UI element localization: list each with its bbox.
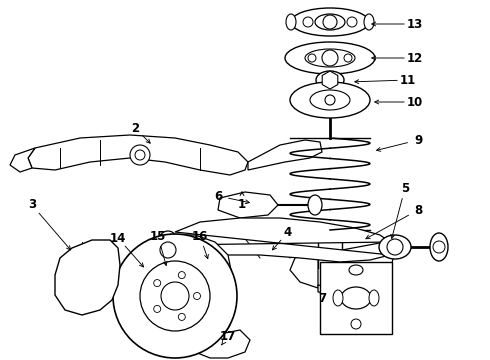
Ellipse shape [308, 195, 322, 215]
Text: 8: 8 [414, 203, 422, 216]
Ellipse shape [341, 287, 371, 309]
Ellipse shape [290, 82, 370, 118]
Circle shape [135, 150, 145, 160]
Circle shape [178, 271, 185, 279]
Polygon shape [28, 135, 248, 175]
Ellipse shape [349, 265, 363, 275]
Bar [320, 262, 392, 334]
Ellipse shape [369, 290, 379, 306]
Text: 6: 6 [214, 189, 222, 202]
Ellipse shape [379, 235, 411, 259]
Ellipse shape [310, 90, 350, 110]
Circle shape [178, 314, 185, 320]
Text: 14: 14 [110, 231, 126, 244]
Ellipse shape [286, 14, 296, 30]
Text: 4: 4 [284, 225, 292, 238]
Ellipse shape [316, 71, 344, 89]
Polygon shape [10, 148, 35, 172]
Polygon shape [162, 218, 390, 262]
Circle shape [113, 234, 237, 358]
Ellipse shape [285, 42, 375, 74]
Circle shape [154, 280, 161, 287]
Polygon shape [248, 140, 322, 170]
Text: 13: 13 [407, 18, 423, 31]
Circle shape [387, 239, 403, 255]
Text: 7: 7 [318, 292, 326, 305]
Polygon shape [195, 330, 250, 358]
Ellipse shape [364, 14, 374, 30]
Polygon shape [218, 192, 278, 218]
Polygon shape [55, 240, 120, 315]
Circle shape [161, 282, 189, 310]
Polygon shape [322, 71, 338, 89]
Text: 17: 17 [220, 329, 236, 342]
Circle shape [344, 54, 352, 62]
Text: 5: 5 [401, 181, 409, 194]
Circle shape [347, 17, 357, 27]
Ellipse shape [430, 233, 448, 261]
Circle shape [160, 242, 176, 258]
Circle shape [303, 17, 313, 27]
Ellipse shape [291, 8, 369, 36]
Circle shape [154, 305, 161, 312]
Polygon shape [290, 250, 318, 288]
Circle shape [308, 54, 316, 62]
Text: 2: 2 [131, 122, 139, 135]
Text: 15: 15 [150, 230, 166, 243]
Circle shape [322, 50, 338, 66]
Text: 12: 12 [407, 51, 423, 64]
Circle shape [194, 292, 200, 300]
Text: 9: 9 [414, 134, 422, 147]
Polygon shape [158, 305, 230, 355]
Polygon shape [135, 235, 232, 348]
Circle shape [325, 95, 335, 105]
Polygon shape [318, 285, 350, 295]
Circle shape [323, 15, 337, 29]
Circle shape [433, 241, 445, 253]
Circle shape [140, 261, 210, 331]
Ellipse shape [305, 49, 355, 67]
Circle shape [351, 319, 361, 329]
Ellipse shape [152, 282, 182, 310]
Text: 16: 16 [192, 230, 208, 243]
Text: 10: 10 [407, 95, 423, 108]
Ellipse shape [315, 14, 345, 30]
Ellipse shape [155, 231, 180, 269]
Text: 1: 1 [238, 198, 246, 211]
Text: 11: 11 [400, 73, 416, 86]
Polygon shape [342, 242, 395, 290]
Ellipse shape [333, 290, 343, 306]
Text: 3: 3 [28, 198, 36, 211]
Circle shape [324, 74, 336, 86]
Circle shape [130, 145, 150, 165]
